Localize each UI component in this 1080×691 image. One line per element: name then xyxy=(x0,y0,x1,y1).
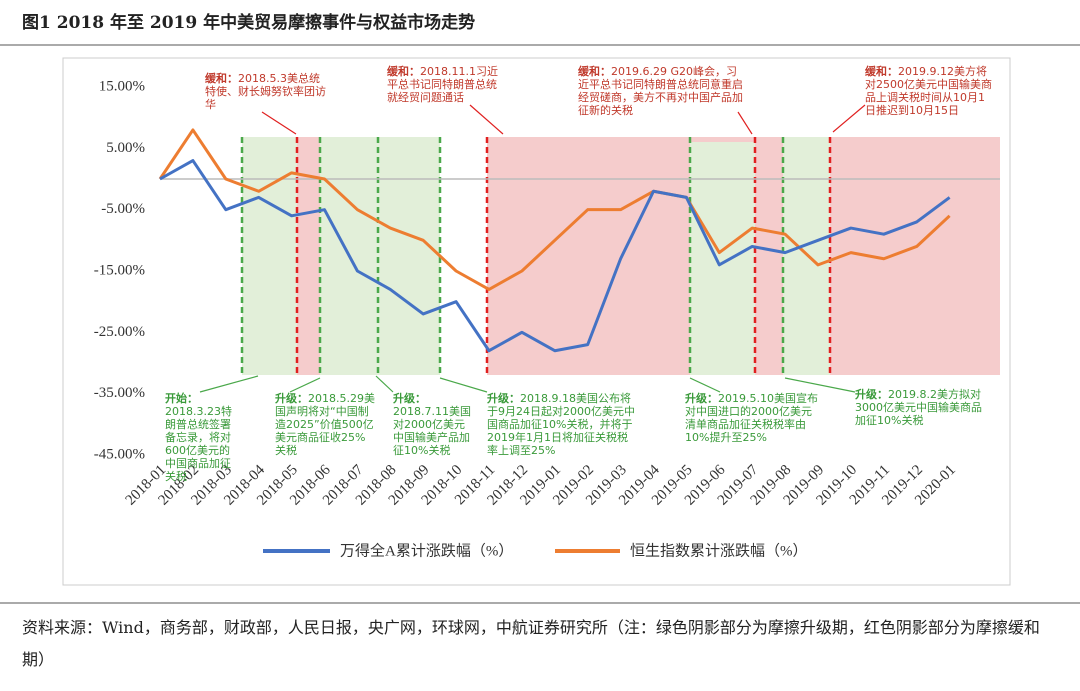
annotation: 升级：2018.7.11美国对2000亿美元中国输美产品加征10%关税 xyxy=(393,392,473,457)
annotation: 升级：2019.5.10美国宣布对中国进口的2000亿美元清单商品加征关税税率由… xyxy=(685,392,820,444)
annotation-text: 2018.5.3美总统特使、财长姆努钦率团访华 xyxy=(205,72,326,111)
annotation-text: 2018.3.23特朗普总统签署备忘录，将对600亿美元的中国商品加征关税 xyxy=(165,405,232,483)
annotation-label: 缓和： xyxy=(865,65,898,78)
y-tick-label: -25.00% xyxy=(94,324,145,340)
annotation-text: 2019.5.10美国宣布对中国进口的2000亿美元清单商品加征关税税率由10%… xyxy=(685,392,818,444)
y-tick-label: 5.00% xyxy=(106,140,145,156)
annotation: 缓和：2019.9.12美方将对2500亿美元中国输美商品上调关税时间从10月1… xyxy=(865,65,993,117)
frame xyxy=(62,57,1011,586)
y-tick-label: -35.00% xyxy=(94,385,145,401)
annotation-label: 升级： xyxy=(855,388,888,401)
annotation-label: 升级： xyxy=(275,392,308,405)
annotation-text: 2018.7.11美国对2000亿美元中国输美产品加征10%关税 xyxy=(393,405,471,457)
annotation: 缓和：2019.6.29 G20峰会，习近平总书记同特朗普总统同意重启经贸磋商，… xyxy=(578,65,746,117)
annotation-label: 缓和： xyxy=(205,72,238,85)
annotation-text: 2019.9.12美方将对2500亿美元中国输美商品上调关税时间从10月1日推迟… xyxy=(865,65,992,117)
source-note: 资料来源：Wind，商务部，财政部，人民日报，央广网，环球网，中航证券研究所（注… xyxy=(22,618,1040,669)
shading xyxy=(242,137,1000,375)
annotation-label: 开始： xyxy=(165,392,198,405)
annotation-label: 缓和： xyxy=(578,65,611,78)
annotation-text: 2019.6.29 G20峰会，习近平总书记同特朗普总统同意重启经贸磋商，美方不… xyxy=(578,65,743,117)
y-tick-label: 15.00% xyxy=(99,78,145,94)
annotation: 缓和：2018.5.3美总统特使、财长姆努钦率团访华 xyxy=(205,72,330,111)
annotation-label: 升级： xyxy=(393,392,426,405)
annotation-text: 2018.9.18美国公布将于9月24日起对2000亿美元中国商品加征10%关税… xyxy=(487,392,635,457)
annotation-label: 缓和： xyxy=(387,65,420,78)
annotation: 升级：2018.9.18美国公布将于9月24日起对2000亿美元中国商品加征10… xyxy=(487,392,635,457)
annotation: 升级：2018.5.29美国声明将对“中国制造2025”价值500亿美元商品征收… xyxy=(275,392,375,457)
title: 图1 2018 年至 2019 年中美贸易摩擦事件与权益市场走势 xyxy=(22,13,476,33)
annotation: 缓和：2018.11.1习近平总书记同特朗普总统就经贸问题通话 xyxy=(387,65,507,104)
series-line xyxy=(158,128,951,291)
y-tick-label: -5.00% xyxy=(101,201,145,217)
annotation-text: 2018.5.29美国声明将对“中国制造2025”价值500亿美元商品征收25%… xyxy=(275,392,375,457)
series-line xyxy=(159,159,951,353)
annotation-text: 2018.11.1习近平总书记同特朗普总统就经贸问题通话 xyxy=(387,65,498,104)
annotation: 升级：2019.8.2美方拟对3000亿美元中国输美商品加征10%关税 xyxy=(855,388,987,427)
legend-label: 万得全A累计涨跌幅（%） xyxy=(340,541,513,559)
legend-label: 恒生指数累计涨跌幅（%） xyxy=(630,542,808,559)
y-tick-label: -45.00% xyxy=(94,446,145,462)
annotation: 开始：2018.3.23特朗普总统签署备忘录，将对600亿美元的中国商品加征关税 xyxy=(165,392,240,483)
annotation-label: 升级： xyxy=(685,392,718,405)
annotation-text: 2019.8.2美方拟对3000亿美元中国输美商品加征10%关税 xyxy=(855,388,982,427)
annotation-label: 升级： xyxy=(487,392,520,405)
y-tick-label: -15.00% xyxy=(94,262,145,278)
arrows xyxy=(199,104,866,393)
